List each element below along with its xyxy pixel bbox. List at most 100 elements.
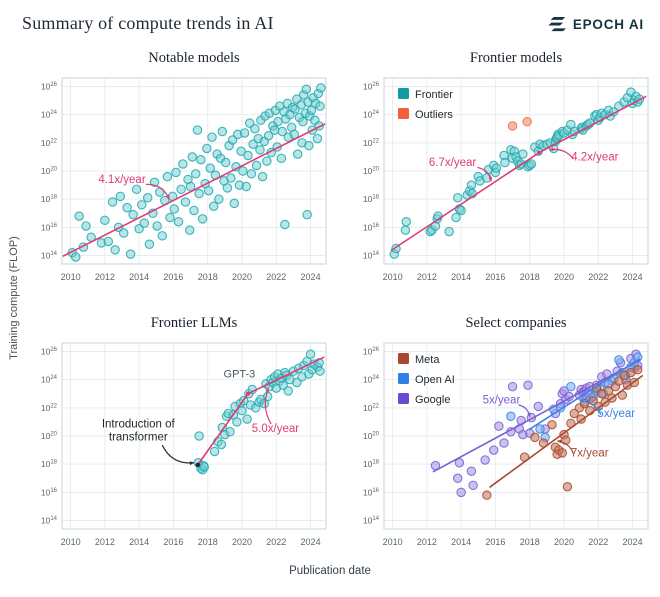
svg-text:1024: 1024 bbox=[41, 110, 58, 120]
annotation-label: 5.0x/year bbox=[252, 423, 299, 435]
annotation-label: 4.2x/year bbox=[571, 151, 618, 163]
svg-text:2016: 2016 bbox=[163, 272, 183, 282]
select-companies-plot-area: 2010 2012 2014 2016 2018 2020 2022 2024 1014 1016… bbox=[363, 342, 649, 547]
svg-text:2012: 2012 bbox=[417, 272, 437, 282]
frontier-models-plot-area: 2010 2012 2014 2016 2018 2020 2022 2024 1014 1016… bbox=[363, 77, 649, 282]
frontier-models-chart: Frontier models 2010 2012 2014 2016 2018 2020… bbox=[332, 50, 654, 312]
arrowhead bbox=[165, 194, 170, 200]
x-axis-label: Publication date bbox=[289, 565, 371, 577]
annotation-label: 7x/year bbox=[571, 447, 609, 459]
svg-text:2014: 2014 bbox=[129, 537, 149, 547]
svg-text:2010: 2010 bbox=[383, 537, 403, 547]
annotation-label: GPT-3 bbox=[224, 369, 256, 381]
annotations: 5x/year 5x/year 7x/year bbox=[483, 395, 636, 460]
svg-text:2018: 2018 bbox=[520, 272, 540, 282]
data-points-frontier-llms bbox=[193, 349, 325, 475]
arrowhead bbox=[579, 398, 584, 403]
arrowhead bbox=[189, 461, 194, 466]
svg-text:2016: 2016 bbox=[485, 537, 505, 547]
svg-text:1024: 1024 bbox=[363, 110, 380, 120]
data-points-notable-models bbox=[67, 83, 326, 262]
notable-models-chart: Notable models 2010 2012 2014 2016 2018 2020 2… bbox=[10, 50, 332, 312]
legend-swatch bbox=[398, 88, 409, 99]
svg-text:1026: 1026 bbox=[363, 81, 380, 91]
svg-text:1026: 1026 bbox=[41, 81, 58, 91]
data-points-meta bbox=[482, 365, 643, 500]
svg-text:2018: 2018 bbox=[198, 537, 218, 547]
svg-text:1022: 1022 bbox=[363, 138, 380, 148]
arrowhead bbox=[488, 177, 493, 182]
data-points-outliers bbox=[507, 116, 532, 131]
y-tick-labels: 1014 1016 1018 1020 1022 1024 1026 bbox=[363, 346, 380, 525]
epoch-ai-logo: EPOCH AI bbox=[547, 16, 644, 33]
chart-title: Notable models bbox=[148, 50, 240, 66]
frontier-llms-chart: Frontier LLMs 2010 2012 2014 2016 2018 2020 20… bbox=[10, 315, 332, 577]
svg-text:1020: 1020 bbox=[363, 431, 380, 441]
y-tick-labels: 1014 1016 1018 1020 1022 1024 1026 bbox=[363, 81, 380, 260]
svg-text:1024: 1024 bbox=[363, 375, 380, 385]
arrowhead bbox=[557, 439, 562, 444]
legend-label: Outliers bbox=[415, 109, 453, 121]
svg-text:1016: 1016 bbox=[41, 487, 58, 497]
svg-text:2014: 2014 bbox=[451, 537, 471, 547]
legend-label: Frontier bbox=[415, 89, 453, 101]
data-points-google bbox=[430, 349, 643, 498]
trend-line bbox=[432, 359, 641, 473]
notable-models-plot-area: 2010 2012 2014 2016 2018 2020 2022 2024 1014 1016… bbox=[41, 77, 327, 282]
svg-text:1016: 1016 bbox=[363, 222, 380, 232]
svg-text:2022: 2022 bbox=[588, 272, 608, 282]
svg-text:2012: 2012 bbox=[95, 272, 115, 282]
x-tick-labels: 2010 2012 2014 2016 2018 2020 2022 2024 bbox=[383, 272, 643, 282]
svg-text:1026: 1026 bbox=[363, 346, 380, 356]
svg-text:2016: 2016 bbox=[485, 272, 505, 282]
arrowhead bbox=[527, 412, 532, 417]
legend-swatch bbox=[398, 373, 409, 384]
svg-text:1016: 1016 bbox=[41, 222, 58, 232]
svg-text:1020: 1020 bbox=[363, 166, 380, 176]
svg-text:2022: 2022 bbox=[266, 537, 286, 547]
svg-text:2010: 2010 bbox=[61, 537, 81, 547]
svg-text:1018: 1018 bbox=[363, 194, 380, 204]
svg-text:2018: 2018 bbox=[198, 272, 218, 282]
svg-text:2014: 2014 bbox=[451, 272, 471, 282]
svg-text:1014: 1014 bbox=[363, 516, 380, 526]
svg-text:2010: 2010 bbox=[61, 272, 81, 282]
line-marker bbox=[537, 150, 542, 155]
annotation-label: 5x/year bbox=[597, 408, 635, 420]
epoch-ai-logo-text: EPOCH AI bbox=[572, 17, 644, 32]
svg-text:2024: 2024 bbox=[623, 537, 643, 547]
legend-label: Google bbox=[415, 394, 450, 406]
trend-line bbox=[488, 374, 644, 489]
svg-text:2022: 2022 bbox=[588, 537, 608, 547]
legend-label: Meta bbox=[415, 354, 440, 366]
svg-text:1018: 1018 bbox=[41, 194, 58, 204]
svg-text:1022: 1022 bbox=[363, 403, 380, 413]
page-title: Summary of compute trends in AI bbox=[22, 13, 274, 33]
svg-text:1014: 1014 bbox=[41, 516, 58, 526]
annotation-label: 5x/year bbox=[483, 395, 521, 407]
svg-text:1026: 1026 bbox=[41, 346, 58, 356]
annotation-label: 4.1x/year bbox=[98, 174, 145, 186]
svg-text:2020: 2020 bbox=[232, 537, 252, 547]
annotation-label: Introduction of transformer bbox=[102, 419, 176, 444]
annotation-arrow bbox=[161, 444, 195, 464]
trend-line bbox=[528, 357, 641, 431]
svg-text:1022: 1022 bbox=[41, 138, 58, 148]
svg-text:2024: 2024 bbox=[301, 537, 321, 547]
svg-text:2016: 2016 bbox=[163, 537, 183, 547]
svg-text:1024: 1024 bbox=[41, 375, 58, 385]
legend-swatch bbox=[398, 353, 409, 364]
svg-text:2024: 2024 bbox=[623, 272, 643, 282]
svg-text:1014: 1014 bbox=[41, 251, 58, 261]
select-companies-chart: Select companies 2010 2012 2014 2016 2018 202… bbox=[332, 315, 654, 577]
epoch-ai-logo-icon bbox=[548, 17, 566, 32]
arrowhead bbox=[265, 388, 269, 393]
svg-text:1020: 1020 bbox=[41, 166, 58, 176]
legend-swatch bbox=[398, 393, 409, 404]
x-tick-labels: 2010 2012 2014 2016 2018 2020 2022 2024 bbox=[61, 537, 321, 547]
svg-text:1020: 1020 bbox=[41, 431, 58, 441]
svg-text:2012: 2012 bbox=[417, 537, 437, 547]
x-tick-labels: 2010 2012 2014 2016 2018 2020 2022 2024 bbox=[61, 272, 321, 282]
svg-text:2010: 2010 bbox=[383, 272, 403, 282]
svg-text:2012: 2012 bbox=[95, 537, 115, 547]
